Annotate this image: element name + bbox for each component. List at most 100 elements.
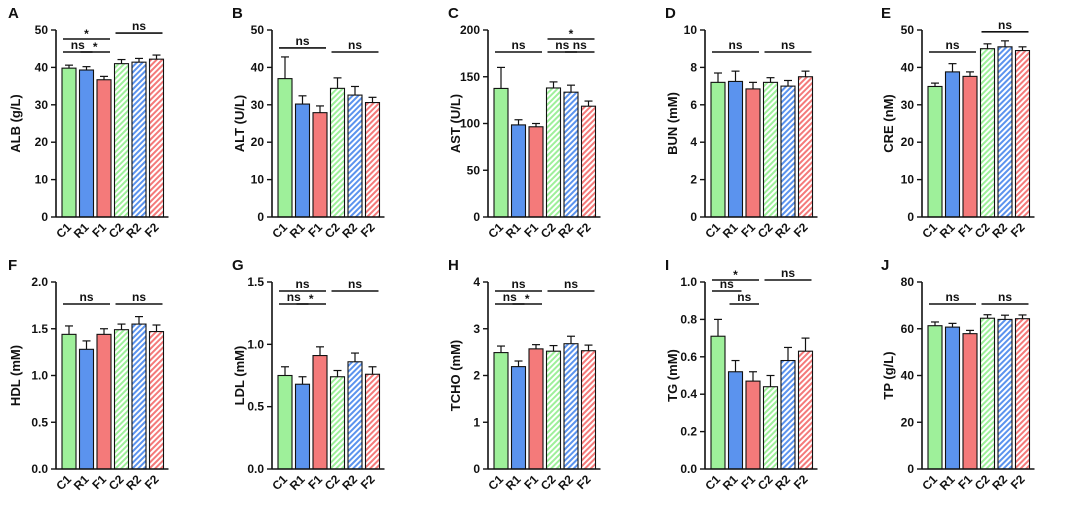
x-tick-label: F2 bbox=[791, 472, 811, 492]
panel-letter: G bbox=[232, 257, 244, 274]
significance-label: * bbox=[84, 27, 89, 41]
bar-f1 bbox=[96, 79, 112, 218]
bar-f1 bbox=[528, 126, 544, 218]
bar-r2 bbox=[780, 359, 796, 470]
bar-r1 bbox=[510, 124, 527, 218]
bar-c1 bbox=[61, 333, 77, 470]
bar-f2 bbox=[148, 58, 165, 218]
y-tick-label: 8 bbox=[690, 60, 697, 74]
bar-r2 bbox=[780, 85, 796, 218]
bar-r1 bbox=[727, 371, 744, 470]
y-tick-label: 1 bbox=[473, 415, 480, 429]
bar-r2 bbox=[131, 323, 147, 470]
bar-f1 bbox=[962, 75, 978, 218]
y-tick-label: 80 bbox=[901, 275, 915, 289]
significance-label: ns bbox=[781, 38, 795, 52]
significance-label: ns bbox=[720, 277, 734, 291]
y-tick-label: 0 bbox=[690, 210, 697, 224]
y-tick-label: 20 bbox=[901, 415, 915, 429]
significance-label: ns bbox=[998, 18, 1012, 32]
y-tick-label: 0.5 bbox=[247, 400, 264, 414]
bar-c1 bbox=[927, 325, 943, 470]
significance-label: ns bbox=[564, 277, 578, 291]
bar-r2 bbox=[563, 91, 579, 218]
bar-f1 bbox=[312, 355, 328, 470]
x-tick-label: F2 bbox=[791, 220, 811, 240]
bar-f1 bbox=[745, 88, 761, 218]
significance-label: ns bbox=[79, 290, 93, 304]
y-tick-label: 2 bbox=[473, 369, 480, 383]
bar-c1 bbox=[710, 335, 726, 470]
significance-label: * bbox=[93, 40, 98, 54]
y-axis-label: AST (U/L) bbox=[448, 94, 463, 153]
y-tick-label: 0.4 bbox=[680, 387, 697, 401]
bar-f1 bbox=[962, 333, 978, 470]
y-tick-label: 50 bbox=[901, 23, 915, 37]
y-axis-label: TCHO (mM) bbox=[448, 340, 463, 412]
bar-c2 bbox=[545, 350, 562, 470]
y-tick-label: 50 bbox=[35, 23, 49, 37]
bar-r1 bbox=[944, 71, 961, 218]
y-tick-label: 4 bbox=[690, 135, 697, 149]
y-tick-label: 1.5 bbox=[247, 275, 264, 289]
significance-label: ns bbox=[737, 290, 751, 304]
bar-c2 bbox=[545, 87, 562, 218]
y-tick-label: 1.0 bbox=[247, 337, 264, 351]
significance-label: ns bbox=[287, 290, 301, 304]
bar-r2 bbox=[563, 343, 579, 470]
significance-label: ns bbox=[71, 38, 85, 52]
y-tick-label: 2 bbox=[690, 173, 697, 187]
significance-label: ns bbox=[511, 277, 525, 291]
bar-c1 bbox=[493, 352, 509, 470]
x-tick-label: F2 bbox=[142, 220, 162, 240]
y-tick-label: 0 bbox=[907, 462, 914, 476]
panel-letter: B bbox=[232, 5, 243, 22]
bar-r1 bbox=[294, 383, 311, 470]
significance-label: ns bbox=[348, 38, 362, 52]
y-tick-label: 0 bbox=[907, 210, 914, 224]
bar-c1 bbox=[277, 374, 293, 470]
y-axis-label: CRE (nM) bbox=[881, 94, 896, 153]
bar-f2 bbox=[364, 373, 381, 470]
y-tick-label: 30 bbox=[35, 98, 49, 112]
y-tick-label: 200 bbox=[460, 23, 480, 37]
y-axis-label: TG (mM) bbox=[665, 349, 680, 402]
y-tick-label: 40 bbox=[901, 60, 915, 74]
y-tick-label: 1.5 bbox=[31, 322, 48, 336]
significance-label: ns bbox=[348, 277, 362, 291]
y-tick-label: 0.5 bbox=[31, 415, 48, 429]
significance-label: ns bbox=[132, 19, 146, 33]
bar-f1 bbox=[745, 380, 761, 470]
y-axis-label: ALB (g/L) bbox=[8, 94, 23, 152]
significance-label: ns bbox=[132, 290, 146, 304]
y-tick-label: 4 bbox=[473, 275, 480, 289]
y-tick-label: 0.2 bbox=[680, 425, 697, 439]
bar-r1 bbox=[510, 366, 527, 470]
bar-c2 bbox=[762, 386, 779, 470]
bar-f2 bbox=[364, 102, 381, 218]
bar-f2 bbox=[1014, 318, 1031, 470]
significance-label: ns bbox=[511, 38, 525, 52]
y-axis-label: TP (g/L) bbox=[881, 351, 896, 399]
bar-r2 bbox=[997, 318, 1013, 470]
y-tick-label: 0 bbox=[473, 462, 480, 476]
bar-c1 bbox=[927, 85, 943, 218]
y-tick-label: 0 bbox=[257, 210, 264, 224]
significance-label: * bbox=[525, 292, 530, 306]
y-tick-label: 2.0 bbox=[31, 275, 48, 289]
bar-f2 bbox=[1014, 50, 1031, 218]
y-tick-label: 10 bbox=[35, 173, 49, 187]
panel-letter: J bbox=[881, 257, 889, 274]
bar-c1 bbox=[710, 81, 726, 218]
significance-label: ns bbox=[728, 38, 742, 52]
significance-label: * bbox=[569, 27, 574, 41]
bar-c1 bbox=[493, 87, 509, 218]
significance-label: ns bbox=[295, 34, 309, 48]
y-tick-label: 6 bbox=[690, 98, 697, 112]
